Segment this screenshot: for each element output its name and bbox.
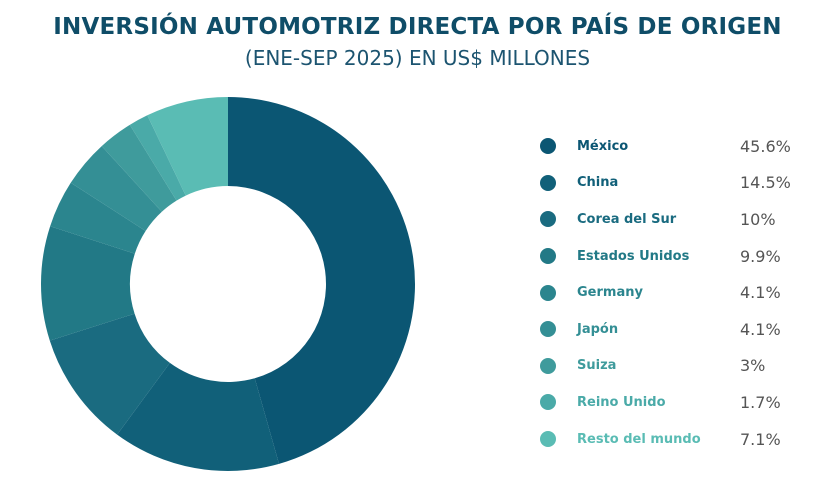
legend-label: México xyxy=(577,138,629,154)
legend-marker xyxy=(540,248,556,265)
donut-slice-estados-unidos xyxy=(41,226,135,341)
legend-item: Suiza 3% xyxy=(540,348,810,385)
legend-item: China 14.5% xyxy=(540,165,810,202)
legend-item: Estados Unidos 9.9% xyxy=(540,238,810,275)
legend-label: Japón xyxy=(577,321,619,337)
legend-value: 9.9% xyxy=(740,246,781,266)
legend-label: China xyxy=(577,175,619,191)
donut-slice-japón xyxy=(70,146,162,231)
donut-slice-china xyxy=(117,362,280,471)
legend-marker xyxy=(540,321,556,338)
legend-item: México 45.6% xyxy=(540,128,810,165)
legend-label: Reino Unido xyxy=(577,394,666,410)
legend-marker xyxy=(540,138,556,155)
chart-subtitle: (ENE-SEP 2025) EN US$ MILLONES xyxy=(244,46,591,70)
donut-slice-germany xyxy=(50,182,146,254)
legend-item: Corea del Sur 10% xyxy=(540,201,810,238)
chart-title: INVERSIÓN AUTOMOTRIZ DIRECTA POR PAÍS DE… xyxy=(53,14,782,40)
legend-marker xyxy=(540,174,556,191)
legend: México 45.6% China 14.5% Corea del Sur 1… xyxy=(540,128,810,457)
legend-value: 1.7% xyxy=(740,392,781,412)
legend-value: 14.5% xyxy=(740,173,791,193)
legend-marker xyxy=(540,394,556,411)
legend-value: 10% xyxy=(740,209,776,229)
legend-marker xyxy=(540,211,556,228)
legend-item: Germany 4.1% xyxy=(540,274,810,311)
legend-value: 3% xyxy=(740,356,766,376)
legend-label: Germany xyxy=(577,285,643,301)
legend-marker xyxy=(540,431,556,448)
donut-slice-corea-del-sur xyxy=(49,313,170,435)
legend-marker xyxy=(540,357,556,374)
donut-slice-suiza xyxy=(101,124,177,212)
legend-label: Suiza xyxy=(577,358,617,374)
legend-value: 4.1% xyxy=(740,283,781,303)
legend-item: Japón 4.1% xyxy=(540,311,810,348)
legend-label: Resto del mundo xyxy=(577,431,701,447)
donut-slice-resto-del-mundo xyxy=(147,97,228,196)
legend-label: Corea del Sur xyxy=(577,211,677,227)
legend-value: 4.1% xyxy=(740,319,781,339)
legend-marker xyxy=(540,284,556,301)
legend-item: Resto del mundo 7.1% xyxy=(540,421,810,458)
legend-value: 7.1% xyxy=(740,429,781,449)
legend-item: Reino Unido 1.7% xyxy=(540,384,810,421)
donut-slice-méxico xyxy=(228,97,416,464)
legend-label: Estados Unidos xyxy=(577,248,690,264)
legend-value: 45.6% xyxy=(740,136,791,156)
donut-slice-reino-unido xyxy=(129,115,186,201)
